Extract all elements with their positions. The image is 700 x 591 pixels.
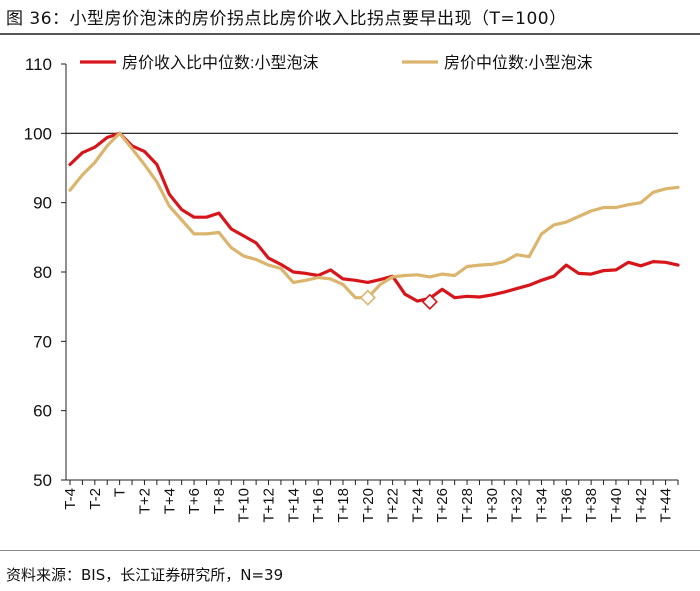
x-tick-label: T+4 <box>161 488 178 514</box>
chart-title: 图 36：小型房价泡沫的房价拐点比房价收入比拐点要早出现（T=100） <box>6 9 567 29</box>
title-divider <box>0 33 700 35</box>
x-tick-label: T+16 <box>310 488 327 523</box>
x-tick-label: T+10 <box>236 488 253 523</box>
x-tick-label: T+6 <box>186 488 203 514</box>
y-tick-label: 110 <box>25 55 52 74</box>
series-lines <box>68 131 680 303</box>
x-tick-label: T+38 <box>583 488 600 523</box>
x-tick-label: T+18 <box>335 488 352 523</box>
x-tick-label: T+24 <box>409 488 426 523</box>
x-tick-label: T+2 <box>136 488 153 514</box>
x-tick-label: T-2 <box>87 488 104 510</box>
source-note: 资料来源：BIS，长江证券研究所，N=39 <box>6 566 284 584</box>
y-tick-label: 60 <box>33 402 52 421</box>
x-tick-label: T+12 <box>261 488 278 523</box>
footer-divider <box>0 550 700 551</box>
x-tick-label: T-4 <box>62 488 79 510</box>
x-tick-label: T+42 <box>633 488 650 523</box>
legend-label-1: 房价收入比中位数:小型泡沫 <box>122 54 318 72</box>
x-tick-label: T <box>112 488 129 497</box>
series-line-1 <box>68 131 680 303</box>
series-line-2 <box>68 131 680 300</box>
y-tick-label: 80 <box>33 263 52 282</box>
turning-point-marker-2 <box>359 289 376 306</box>
x-tick-label: T+22 <box>385 488 402 523</box>
x-tick-label: T+26 <box>434 488 451 523</box>
x-tick-label: T+8 <box>211 488 228 514</box>
line-chart: 50 60 70 80 90 100 110 T-4 T-2 T T+2 T+4 T+6 T+8 T+10… <box>24 54 680 523</box>
x-tick-label: T+36 <box>558 488 575 523</box>
y-tick-label: 50 <box>33 471 52 490</box>
chart-axes <box>65 64 678 481</box>
x-tick-label: T+44 <box>658 488 675 523</box>
x-tick-label: T+28 <box>459 488 476 523</box>
x-tick-label: T+32 <box>509 488 526 523</box>
turning-point-marker-1 <box>421 293 438 310</box>
y-tick-label: 90 <box>33 194 52 213</box>
y-axis-ticks: 50 60 70 80 90 100 110 <box>24 55 66 490</box>
x-tick-label: T+40 <box>608 488 625 523</box>
x-tick-label: T+20 <box>360 488 377 523</box>
legend-label-2: 房价中位数:小型泡沫 <box>444 54 592 72</box>
chart-legend: 房价收入比中位数:小型泡沫 房价中位数:小型泡沫 <box>80 54 592 72</box>
x-tick-label: T+30 <box>484 488 501 523</box>
y-tick-label: 70 <box>33 332 52 351</box>
turning-point-markers <box>359 289 438 310</box>
x-axis-ticks: T-4 T-2 T T+2 T+4 T+6 T+8 T+10 T+12 T+14 T+16 T+18 T… <box>62 480 679 523</box>
y-tick-label: 100 <box>24 124 52 143</box>
x-tick-label: T+14 <box>285 488 302 523</box>
x-tick-label: T+34 <box>534 488 551 523</box>
